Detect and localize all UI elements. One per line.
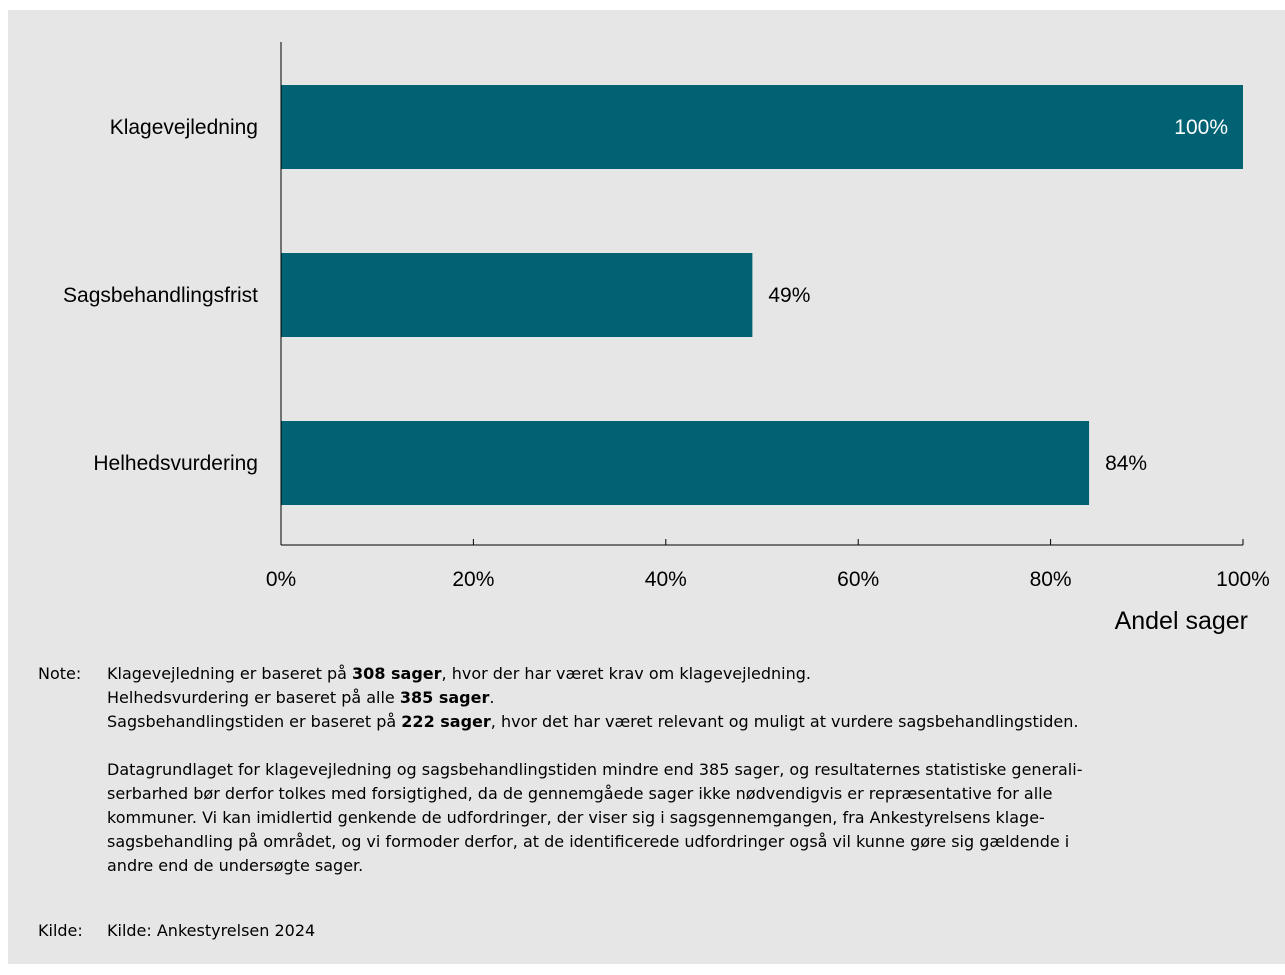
note-text: Sagsbehandlingstiden er baseret på <box>107 712 402 731</box>
note-paragraph-line: kommuner. Vi kan imidlertid genkende de … <box>107 808 1045 827</box>
data-label: 84% <box>1105 452 1147 475</box>
x-tick-label: 20% <box>452 568 494 591</box>
bar-sagsbehandlingsfrist <box>281 253 753 337</box>
source-label: Kilde: <box>38 921 83 940</box>
note-text: . <box>489 688 495 707</box>
x-tick-label: 60% <box>837 568 879 591</box>
bar-klagevejledning <box>281 85 1243 169</box>
note-text: , hvor der har været krav om klagevejled… <box>441 664 811 683</box>
category-label: Klagevejledning <box>110 116 258 139</box>
axes: 0% 20% 40% 60% 80% 100% <box>266 42 1270 591</box>
note-line-1: Klagevejledning er baseret på 308 sager,… <box>107 662 1257 686</box>
note-text: , hvor det har været relevant og muligt … <box>490 712 1079 731</box>
note-line-2: Helhedsvurdering er baseret på alle 385 … <box>107 686 1257 710</box>
x-tick-label: 40% <box>645 568 687 591</box>
source-text: Kilde: Ankestyrelsen 2024 <box>107 921 316 940</box>
note-bold: 385 sager <box>399 688 490 707</box>
note-paragraph-line: serbarhed bør derfor tolkes med forsigti… <box>107 784 1053 803</box>
x-axis-title: Andel sager <box>1115 607 1248 635</box>
bar-chart: Klagevejledning 100% Sagsbehandlingsfrist 4… <box>63 42 1270 635</box>
bar-helhedsvurdering <box>281 421 1090 505</box>
note-body: Klagevejledning er baseret på 308 sager,… <box>107 662 1257 878</box>
note-bold: 308 sager <box>352 664 442 683</box>
note-paragraph-line: andre end de undersøgte sager. <box>107 856 364 875</box>
data-label: 49% <box>768 284 810 307</box>
x-tick-label: 0% <box>266 568 296 591</box>
data-label: 100% <box>1174 116 1228 139</box>
note-paragraph-line: sagsbehandling på området, og vi formode… <box>107 832 1070 851</box>
note-label: Note: <box>38 664 82 683</box>
note-paragraph: Datagrundlaget for klagevejledning og sa… <box>107 758 1257 878</box>
x-tick-label: 100% <box>1216 568 1270 591</box>
x-tick-label: 80% <box>1030 568 1072 591</box>
note-text: Helhedsvurdering er baseret på alle <box>107 688 400 707</box>
category-label: Sagsbehandlingsfrist <box>63 284 258 307</box>
note-paragraph-line: Datagrundlaget for klagevejledning og sa… <box>107 760 1083 779</box>
category-label: Helhedsvurdering <box>93 452 258 475</box>
note-text: Klagevejledning er baseret på <box>107 664 353 683</box>
note-line-3: Sagsbehandlingstiden er baseret på 222 s… <box>107 710 1257 734</box>
bars-layer: Klagevejledning 100% Sagsbehandlingsfrist 4… <box>63 85 1243 505</box>
note-bold: 222 sager <box>401 712 491 731</box>
